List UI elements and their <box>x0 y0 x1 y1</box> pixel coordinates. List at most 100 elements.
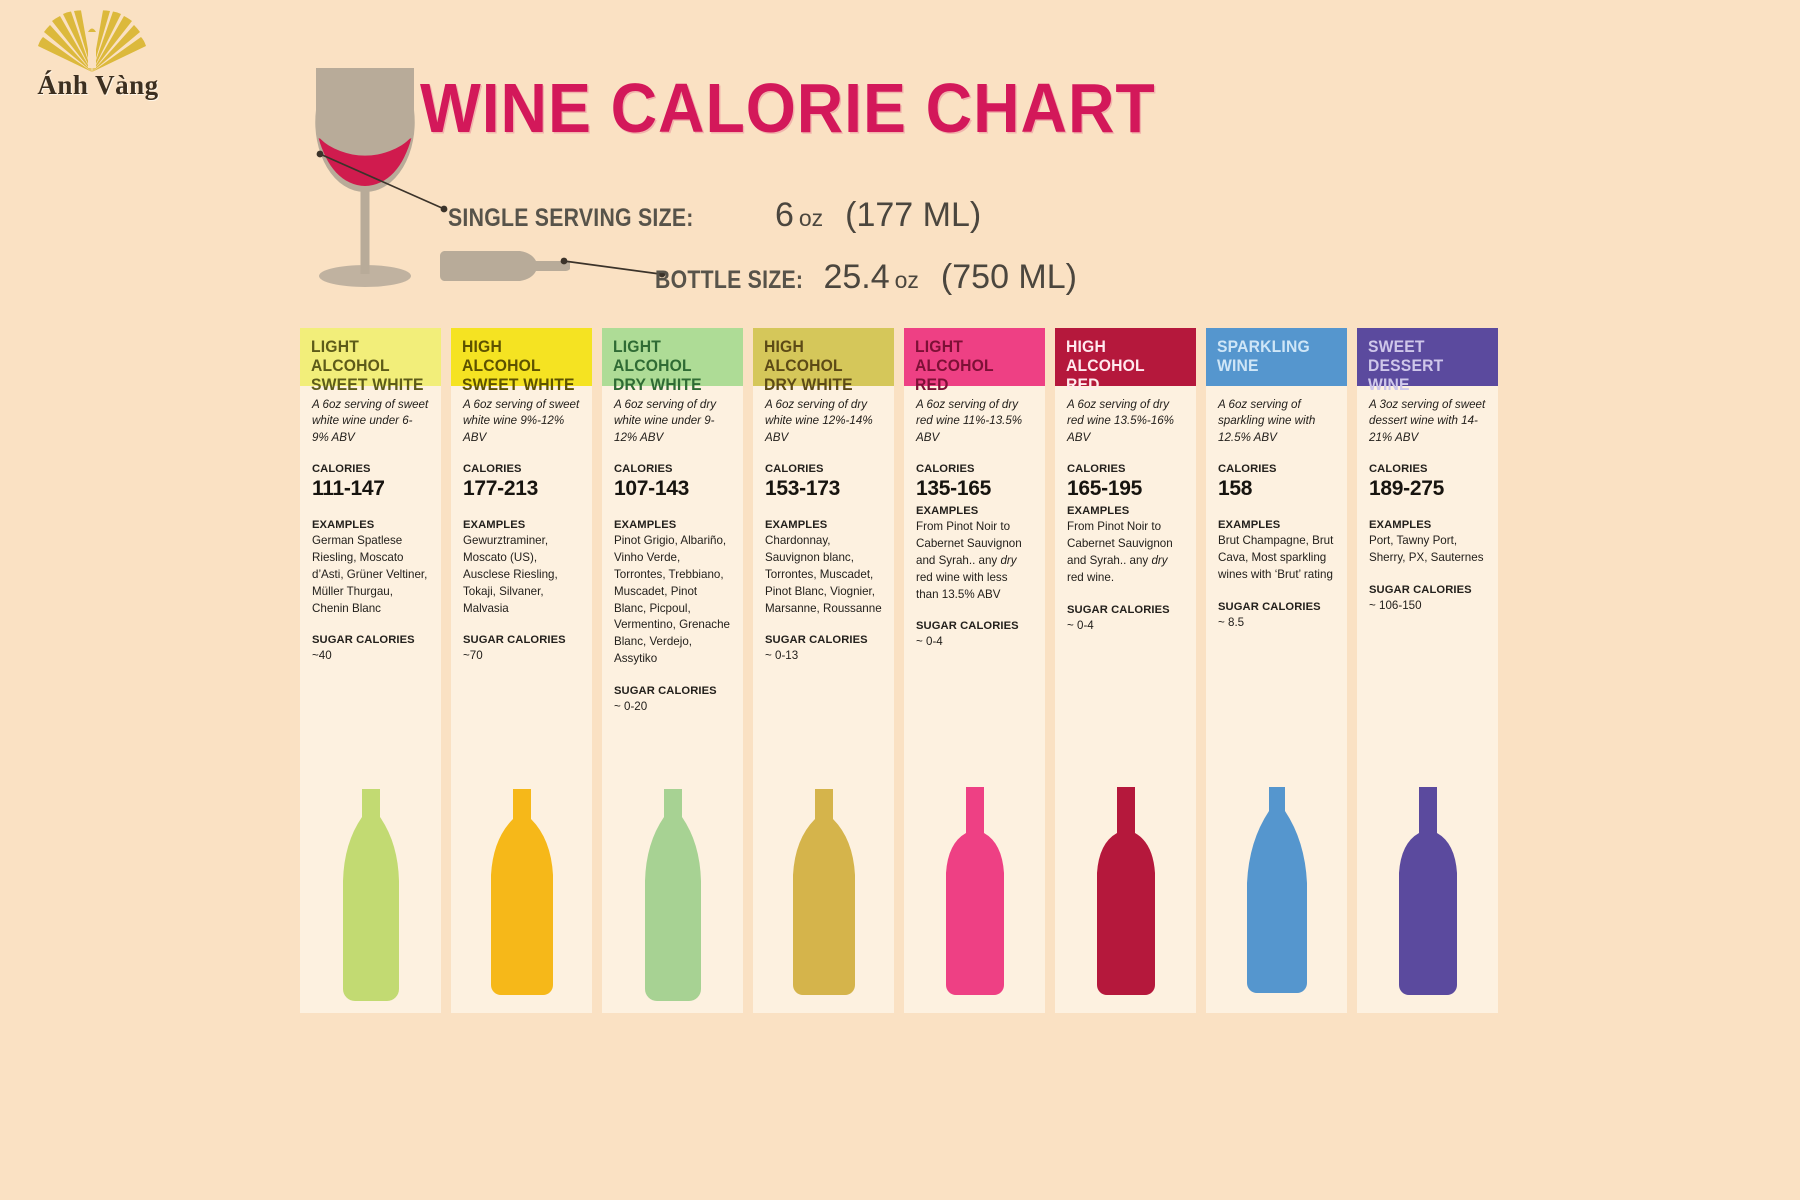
sugar-calories-label: SUGAR CALORIES <box>1218 600 1321 613</box>
category-body: A 3oz serving of sweet dessert wine with… <box>1357 386 1498 729</box>
bottle-shape-icon <box>1096 787 1155 995</box>
fan-sunburst-icon <box>38 10 146 72</box>
bottle-illustration <box>300 789 441 1013</box>
category-header-line1: SWEET <box>1368 338 1425 356</box>
category-header-line2: DESSERT WINE <box>1368 356 1444 394</box>
category-header: LIGHT ALCOHOL SWEET WHITE <box>300 328 441 394</box>
category-header-line1: HIGH ALCOHOL <box>1066 338 1145 375</box>
category-description: A 6oz serving of sweet white wine under … <box>312 398 429 444</box>
category-body: A 6oz serving of sweet white wine under … <box>300 386 441 729</box>
bottle-shape-icon <box>644 789 701 1001</box>
category-header-line2: SWEET WHITE <box>462 375 575 394</box>
calories-label: CALORIES <box>1218 463 1277 476</box>
bottle-illustration <box>1357 787 1498 1013</box>
calories-value: 177-213 <box>463 477 538 501</box>
category-header-line1: LIGHT ALCOHOL <box>915 338 994 375</box>
category-description: A 6oz serving of dry white wine under 9-… <box>614 398 717 444</box>
category-header: SPARKLING WINE <box>1206 328 1347 386</box>
examples-list: German Spatlese Riesling, Moscato d’Asti… <box>312 534 428 615</box>
sugar-calories-value: ~ 8.5 <box>1218 615 1245 629</box>
wine-category-column: SPARKLING WINE A 6oz serving of sparkling … <box>1206 328 1347 729</box>
examples-label: EXAMPLES <box>463 519 526 532</box>
bottle-shape-icon <box>1246 787 1307 993</box>
category-body: A 6oz serving of dry red wine 11%-13.5% … <box>904 386 1045 729</box>
spec-unit-bottle: oz <box>894 267 919 293</box>
spec-metric-serving: (177 ML) <box>845 196 982 234</box>
category-header-line2: RED <box>915 375 949 394</box>
examples-label: EXAMPLES <box>916 505 979 518</box>
calories-value: 158 <box>1218 477 1253 501</box>
examples-label: EXAMPLES <box>1067 505 1130 518</box>
bottle-illustrations-row <box>300 787 1498 1013</box>
category-header: LIGHT ALCOHOL DRY WHITE <box>602 328 743 394</box>
category-header-line1: LIGHT ALCOHOL <box>613 338 692 375</box>
category-description: A 6oz serving of dry white wine 12%-14% … <box>765 398 873 444</box>
brand-logo: Ánh Vàng <box>18 8 158 108</box>
category-description: A 6oz serving of dry red wine 13.5%-16% … <box>1067 398 1174 444</box>
category-header: HIGH ALCOHOL DRY WHITE <box>753 328 894 394</box>
wine-category-column: HIGH ALCOHOL DRY WHITE A 6oz serving of dr… <box>753 328 894 729</box>
category-body: A 6oz serving of dry white wine 12%-14% … <box>753 386 894 729</box>
spec-unit-serving: oz <box>798 205 824 231</box>
examples-list: Gewurztraminer, Moscato (US), Ausclese R… <box>463 534 558 615</box>
category-header-line1: LIGHT ALCOHOL <box>311 338 390 375</box>
wine-category-column: LIGHT ALCOHOL DRY WHITE A 6oz serving of d… <box>602 328 743 729</box>
examples-label: EXAMPLES <box>312 519 375 532</box>
category-description: A 6oz serving of dry red wine 11%-13.5% … <box>916 398 1023 444</box>
sugar-calories-value: ~ 0-20 <box>614 699 648 713</box>
examples-label: EXAMPLES <box>1369 519 1432 532</box>
sugar-calories-label: SUGAR CALORIES <box>1369 583 1472 596</box>
spec-single-serving: SINGLE SERVING SIZE: 6 oz (177 ML) <box>448 196 981 235</box>
category-header-line2: DRY WHITE <box>764 375 853 394</box>
category-header: HIGH ALCOHOL RED <box>1055 328 1196 394</box>
category-body: A 6oz serving of dry white wine under 9-… <box>602 386 743 729</box>
examples-list: From Pinot Noir to Cabernet Sauvignon an… <box>1067 520 1173 584</box>
examples-list: Port, Tawny Port, Sherry, PX, Sauternes <box>1369 534 1484 565</box>
category-body: A 6oz serving of sweet white wine 9%-12%… <box>451 386 592 729</box>
wine-glass-icon <box>315 68 415 287</box>
category-header: HIGH ALCOHOL SWEET WHITE <box>451 328 592 394</box>
category-header-line2: DRY WHITE <box>613 375 702 394</box>
bottle-shape-icon <box>490 789 553 995</box>
calories-label: CALORIES <box>916 463 975 476</box>
page-title: WINE CALORIE CHART <box>420 69 1156 147</box>
sugar-calories-value: ~ 106-150 <box>1369 598 1422 612</box>
bottle-illustration <box>451 789 592 1013</box>
examples-list: Brut Champagne, Brut Cava, Most sparklin… <box>1218 534 1334 581</box>
calories-value: 153-173 <box>765 477 840 501</box>
category-description: A 3oz serving of sweet dessert wine with… <box>1369 398 1486 444</box>
sugar-calories-value: ~ 0-4 <box>1067 618 1094 632</box>
wine-category-column: LIGHT ALCOHOL SWEET WHITE A 6oz serving of… <box>300 328 441 729</box>
bottle-shape-icon <box>342 789 399 1001</box>
wine-category-column: SWEET DESSERT WINE A 3oz serving of sweet … <box>1357 328 1498 729</box>
wine-category-column: HIGH ALCOHOL RED A 6oz serving of dry red … <box>1055 328 1196 729</box>
wine-category-column: LIGHT ALCOHOL RED A 6oz serving of dry red… <box>904 328 1045 729</box>
category-header-line2: RED <box>1066 375 1100 394</box>
bottle-illustration <box>1206 787 1347 1013</box>
category-header-line2: SWEET WHITE <box>311 375 424 394</box>
spec-value-bottle: 25.4 <box>823 258 890 296</box>
category-header-line1: HIGH ALCOHOL <box>764 338 843 375</box>
calories-value: 165-195 <box>1067 477 1142 501</box>
bottle-illustration <box>602 789 743 1013</box>
sugar-calories-label: SUGAR CALORIES <box>1067 603 1170 616</box>
calories-label: CALORIES <box>765 463 824 476</box>
bottle-illustration <box>753 789 894 1013</box>
category-header-line1: SPARKLING <box>1217 338 1310 356</box>
spec-bottle-size: BOTTLE SIZE: 25.4 oz (750 ML) <box>655 258 1077 297</box>
bottle-illustration <box>904 787 1045 1013</box>
bottle-shape-icon <box>1398 787 1457 995</box>
spec-value-serving: 6 <box>774 196 794 234</box>
spec-label-bottle: BOTTLE SIZE: <box>655 266 804 294</box>
calories-label: CALORIES <box>463 463 522 476</box>
sugar-calories-value: ~70 <box>463 649 483 663</box>
category-body: A 6oz serving of sparkling wine with 12.… <box>1206 386 1347 729</box>
calories-value: 111-147 <box>312 477 385 501</box>
bottle-shape-icon <box>792 789 855 995</box>
calories-label: CALORIES <box>1369 463 1428 476</box>
examples-list: Pinot Grigio, Albariño, Vinho Verde, Tor… <box>614 534 731 665</box>
callout-line-bottle <box>560 257 666 278</box>
examples-list: Chardonnay, Sauvignon blanc, Torrontes, … <box>765 534 882 615</box>
bottle-shape-icon <box>945 787 1004 995</box>
wine-category-columns: LIGHT ALCOHOL SWEET WHITE A 6oz serving of… <box>300 328 1498 729</box>
